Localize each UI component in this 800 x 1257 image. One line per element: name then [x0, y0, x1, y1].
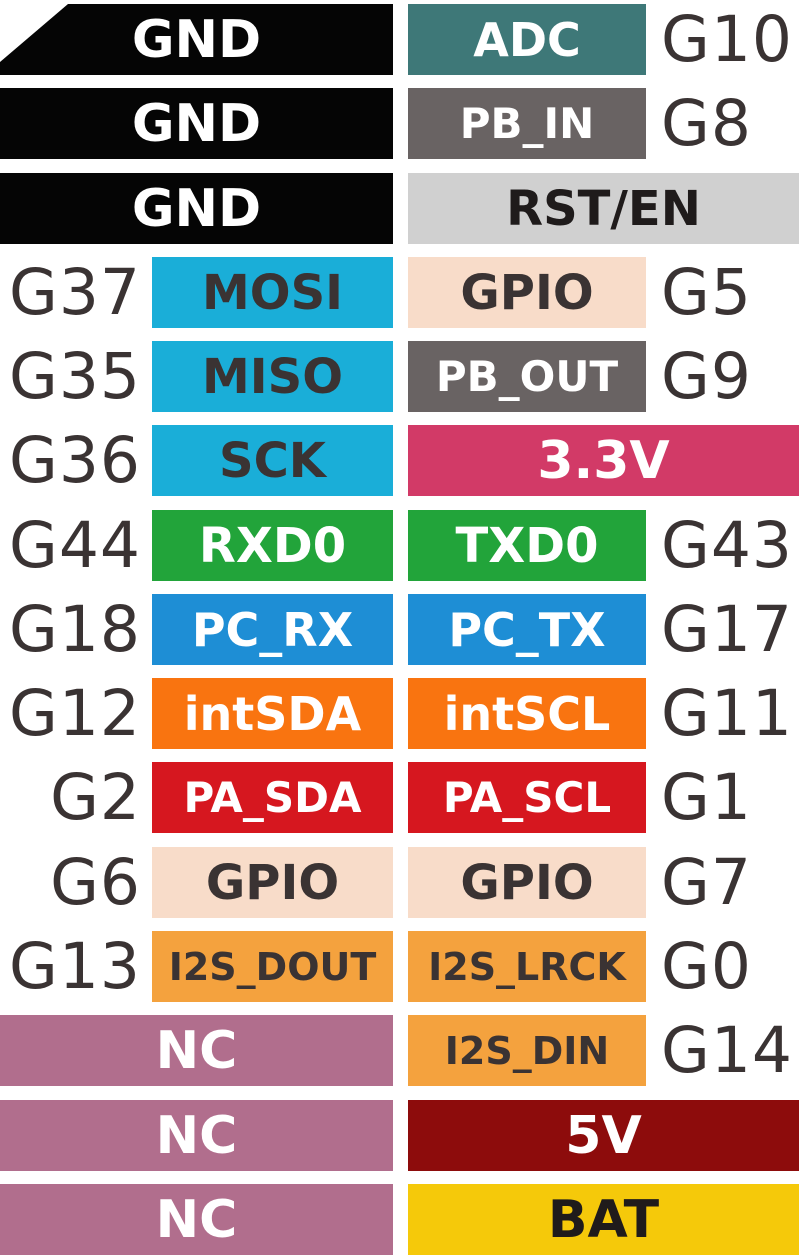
- pin-number-left: G18: [9, 593, 141, 666]
- pin-function-left: I2S_DOUT: [152, 931, 393, 1002]
- pin-row: G18 PC_RX PC_TX G17: [0, 593, 800, 666]
- pin-row: NC I2S_DIN G14: [0, 1014, 800, 1087]
- pin-function-left: PC_RX: [152, 594, 393, 665]
- pin-row: GND PB_IN G8: [0, 87, 800, 160]
- pin-function-right: GPIO: [408, 847, 646, 918]
- pin-number-left: G36: [9, 424, 141, 497]
- pin-row: G12 intSDA intSCL G11: [0, 677, 800, 750]
- pin-number-right: G10: [661, 3, 793, 76]
- pin-function-right: PA_SCL: [408, 762, 646, 833]
- pin-function-right: TXD0: [408, 510, 646, 581]
- pin-number-left: G2: [50, 761, 141, 834]
- pin-row: GND RST/EN: [0, 173, 800, 244]
- pin-function-left: PA_SDA: [152, 762, 393, 833]
- pin-function-left: NC: [0, 1184, 393, 1255]
- pin-row: G2 PA_SDA PA_SCL G1: [0, 761, 800, 834]
- pin-number-left: G35: [9, 340, 141, 413]
- pin-function-right: I2S_DIN: [408, 1015, 646, 1086]
- pin-row: G36 SCK 3.3V: [0, 424, 800, 497]
- pin-number-left: G37: [9, 256, 141, 329]
- pin-number-right: G17: [661, 593, 793, 666]
- pin-number-right: G14: [661, 1014, 793, 1087]
- pin-function-right: RST/EN: [408, 173, 799, 244]
- pin-function-left: GPIO: [152, 847, 393, 918]
- pin-row: G13 I2S_DOUT I2S_LRCK G0: [0, 930, 800, 1003]
- pin-function-left: intSDA: [152, 678, 393, 749]
- pin-number-right: G9: [661, 340, 752, 413]
- pin-number-right: G5: [661, 256, 752, 329]
- pin-function-left: GND: [0, 173, 393, 244]
- pin-function-right: intSCL: [408, 678, 646, 749]
- pin-number-right: G43: [661, 509, 793, 582]
- pin-function-left: SCK: [152, 425, 393, 496]
- pin-function-left: GND: [0, 4, 393, 75]
- pin-function-right: ADC: [408, 4, 646, 75]
- pin-function-left: NC: [0, 1100, 393, 1171]
- pin-function-right: 3.3V: [408, 425, 799, 496]
- pin-number-left: G13: [9, 930, 141, 1003]
- pin-row: NC BAT: [0, 1184, 800, 1255]
- pin-number-right: G11: [661, 677, 793, 750]
- pin-number-right: G0: [661, 930, 752, 1003]
- pin-function-left: MISO: [152, 341, 393, 412]
- pin-function-right: 5V: [408, 1100, 799, 1171]
- pin-row: G44 RXD0 TXD0 G43: [0, 509, 800, 582]
- pin-number-right: G7: [661, 846, 752, 919]
- pin-number-left: G6: [50, 846, 141, 919]
- pin-number-right: G8: [661, 87, 752, 160]
- pin-function-left: RXD0: [152, 510, 393, 581]
- pin-function-left: NC: [0, 1015, 393, 1086]
- pin-number-left: G44: [9, 509, 141, 582]
- pin-function-right: PB_OUT: [408, 341, 646, 412]
- pin-row: G6 GPIO GPIO G7: [0, 846, 800, 919]
- pin-function-right: I2S_LRCK: [408, 931, 646, 1002]
- pin-function-left: GND: [0, 88, 393, 159]
- pin-number-left: G12: [9, 677, 141, 750]
- pin-function-right: BAT: [408, 1184, 799, 1255]
- pin-function-right: PB_IN: [408, 88, 646, 159]
- pin-row: NC 5V: [0, 1100, 800, 1171]
- pin-row: G37 MOSI GPIO G5: [0, 256, 800, 329]
- pin-function-right: PC_TX: [408, 594, 646, 665]
- pin-row: G35 MISO PB_OUT G9: [0, 340, 800, 413]
- pin-function-right: GPIO: [408, 257, 646, 328]
- pin-function-left: MOSI: [152, 257, 393, 328]
- pin-number-right: G1: [661, 761, 752, 834]
- pin-row: GND ADC G10: [0, 3, 800, 76]
